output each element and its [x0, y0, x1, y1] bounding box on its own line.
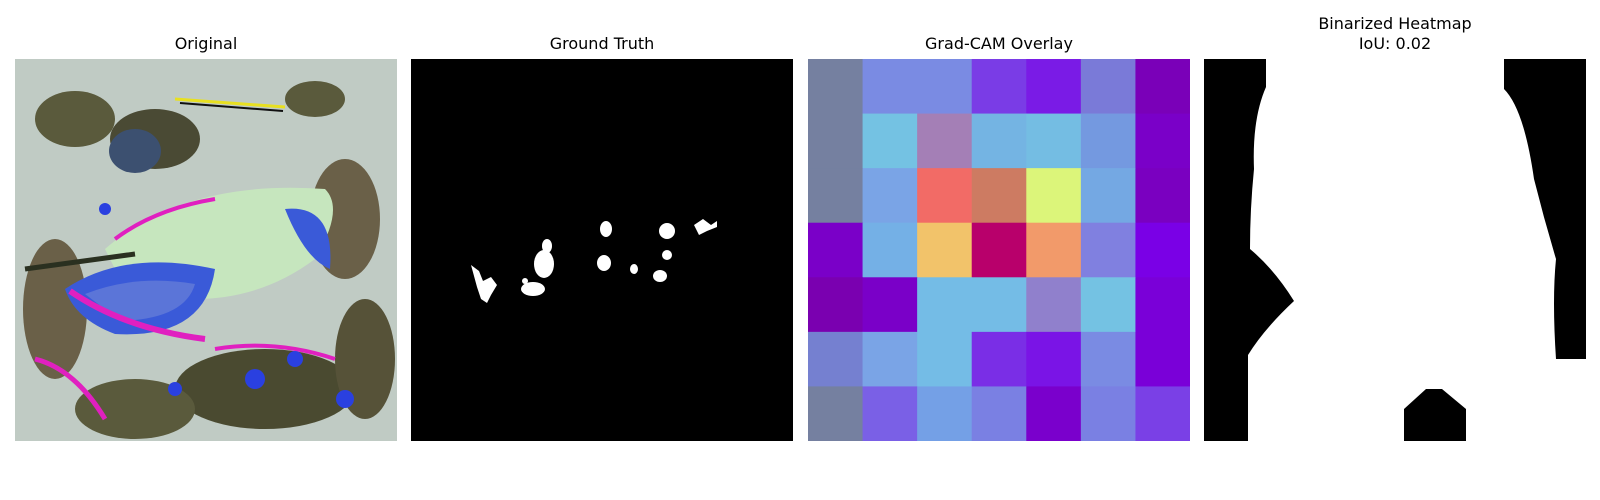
gradcam-cell: [808, 113, 864, 169]
gradcam-cell: [1135, 331, 1190, 387]
binarized-title: Binarized Heatmap IoU: 0.02: [1204, 14, 1586, 54]
gradcam-cell: [862, 168, 918, 224]
gradcam-cell: [971, 222, 1027, 278]
gradcam-cell: [862, 222, 918, 278]
gradcam-cell: [1080, 113, 1136, 169]
gradcam-cell: [1026, 386, 1082, 441]
gradcam-cell: [971, 331, 1027, 387]
gradcam-cell: [1080, 277, 1136, 333]
binarized-heatmap: [1204, 59, 1586, 441]
gradcam-title: Grad-CAM Overlay: [925, 34, 1073, 53]
mask-background: [411, 59, 793, 441]
iou-label: IoU: 0.02: [1358, 34, 1432, 53]
gradcam-cell: [917, 59, 973, 115]
original-title: Original: [174, 34, 238, 53]
ground-truth-title: Ground Truth: [549, 34, 655, 53]
gradcam-cell: [1026, 331, 1082, 387]
gradcam-cell: [1080, 59, 1136, 115]
gradcam-cell: [808, 277, 864, 333]
gradcam-cell: [1080, 386, 1136, 441]
binarized-graphic: [1204, 59, 1586, 441]
gradcam-cell: [971, 168, 1027, 224]
binarized-background-regions: [1204, 59, 1586, 441]
gradcam-cell: [971, 59, 1027, 115]
gradcam-grid: [808, 59, 1190, 441]
gradcam-cell: [862, 386, 918, 441]
gradcam-cell: [1026, 168, 1082, 224]
gradcam-cell: [862, 277, 918, 333]
gradcam-cell: [1135, 59, 1190, 115]
gradcam-cell: [1080, 331, 1136, 387]
gradcam-cell: [862, 113, 918, 169]
gradcam-cell: [808, 222, 864, 278]
gradcam-cell: [971, 277, 1027, 333]
gradcam-cell: [917, 331, 973, 387]
gradcam-cell: [808, 331, 864, 387]
gradcam-cell: [1080, 222, 1136, 278]
mask-regions: [471, 219, 717, 303]
gradcam-cell: [808, 59, 864, 115]
binarized-title-main: Binarized Heatmap: [1318, 14, 1472, 33]
gradcam-cell: [917, 277, 973, 333]
gradcam-cell: [1135, 168, 1190, 224]
gradcam-cell: [1080, 168, 1136, 224]
gradcam-cell: [808, 386, 864, 441]
gradcam-cell: [1026, 113, 1082, 169]
gradcam-cell: [917, 113, 973, 169]
gradcam-cell: [917, 168, 973, 224]
gradcam-cell: [862, 331, 918, 387]
gradcam-cell: [1135, 113, 1190, 169]
gradcam-cell: [1026, 277, 1082, 333]
gradcam-cell: [917, 386, 973, 441]
gradcam-cell: [971, 113, 1027, 169]
gradcam-cell: [917, 222, 973, 278]
gradcam-cell: [1026, 222, 1082, 278]
gradcam-cell: [1135, 222, 1190, 278]
gradcam-cell: [808, 168, 864, 224]
gradcam-cell: [1026, 59, 1082, 115]
original-image: [15, 59, 397, 441]
gradcam-cell: [1135, 386, 1190, 441]
gradcam-cell: [1135, 277, 1190, 333]
ground-truth-graphic: [411, 59, 793, 441]
gradcam-overlay: [808, 59, 1190, 441]
gradcam-cell: [862, 59, 918, 115]
gradcam-cell: [971, 386, 1027, 441]
ground-truth-mask: [411, 59, 793, 441]
original-leaf-graphic: [15, 59, 397, 441]
